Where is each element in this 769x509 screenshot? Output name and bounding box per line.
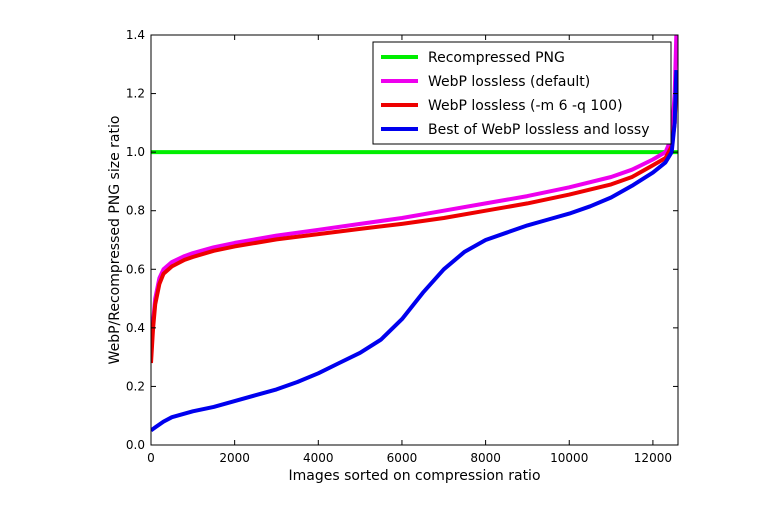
y-tick-label: 0.0 (126, 438, 145, 452)
legend: Recompressed PNG WebP lossless (default) W… (372, 41, 672, 145)
legend-label-1: WebP lossless (default) (428, 74, 590, 90)
x-tick-label: 2000 (219, 451, 250, 465)
y-tick-label: 0.6 (126, 262, 145, 276)
x-axis-label: Images sorted on compression ratio (288, 468, 540, 484)
series-line-2 (151, 78, 678, 364)
legend-label-2: WebP lossless (-m 6 -q 100) (428, 98, 623, 114)
x-tick-label: 10000 (550, 451, 588, 465)
x-tick-label: 0 (147, 451, 155, 465)
y-tick-label: 0.4 (126, 321, 145, 335)
y-axis-label: WebP/Recompressed PNG size ratio (107, 116, 123, 365)
plot-frame (150, 34, 679, 446)
legend-label-3: Best of WebP lossless and lossy (428, 122, 650, 138)
y-tick-label: 1.0 (126, 145, 145, 159)
series-layer (151, 35, 678, 433)
y-tick-label: 0.8 (126, 204, 145, 218)
x-tick-label: 12000 (634, 451, 672, 465)
y-tick-label: 1.4 (126, 28, 145, 42)
x-tick-label: 6000 (387, 451, 418, 465)
legend-label-0: Recompressed PNG (428, 50, 565, 66)
series-line-1 (151, 35, 678, 358)
series-line-3 (151, 70, 678, 433)
x-tick-label: 4000 (303, 451, 334, 465)
y-tick-label: 1.2 (126, 87, 145, 101)
legend-box (372, 41, 672, 145)
x-tick-label: 8000 (470, 451, 501, 465)
ticks-layer: 0 2000 4000 6000 8000 10000 12000 0.0 0.2 0.4 0.6 0… (126, 28, 678, 465)
y-tick-label: 0.2 (126, 379, 145, 393)
